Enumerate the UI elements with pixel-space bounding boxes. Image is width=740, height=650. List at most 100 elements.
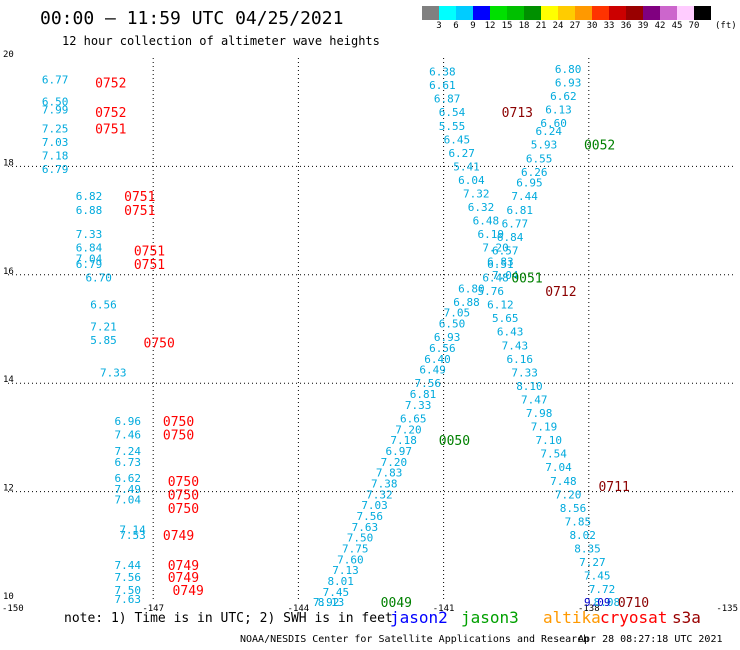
legend-label: 36 (620, 21, 632, 31)
track-time-label: 0752 (95, 106, 126, 121)
track-time-label: 0711 (598, 480, 629, 495)
credit-line: NOAA/NESDIS Center for Satellite Applica… (240, 634, 590, 645)
swh-value: 7.14 (119, 524, 146, 537)
track-time-label: 0049 (381, 596, 412, 611)
swh-value: 7.04 (114, 494, 141, 507)
swh-value: 7.92 (313, 596, 340, 609)
x-tick-label: -135 (716, 604, 738, 614)
swh-value: 7.33 (511, 366, 538, 379)
legend-swatch (660, 6, 677, 20)
swh-value: 7.56 (114, 571, 141, 584)
swh-value: 7.43 (502, 339, 529, 352)
y-tick-label: 10 (3, 592, 14, 602)
swh-value: 6.79 (42, 163, 69, 176)
legend-label: 24 (552, 21, 564, 31)
y-tick-label: 18 (3, 158, 14, 168)
swh-value: 8.35 (574, 543, 601, 556)
swh-value: 7.03 (42, 136, 69, 149)
x-tick-label: -150 (2, 604, 24, 614)
swh-value: 6.24 (536, 125, 563, 138)
swh-value: 5.41 (453, 160, 480, 173)
swh-value: 6.80 (458, 282, 485, 295)
swh-value: 7.05 (444, 307, 471, 320)
track-time-label: 0751 (124, 190, 155, 205)
track-time-label: 0749 (168, 559, 199, 574)
swh-value: 6.55 (526, 152, 553, 165)
legend-swatch (473, 6, 490, 20)
swh-value: 7.38 (371, 477, 398, 490)
swh-value: 7.50 (114, 584, 141, 597)
satellite-jason3: jason3 (461, 608, 519, 627)
swh-value: 7.45 (584, 570, 611, 583)
swh-value: 6.97 (386, 445, 413, 458)
track-time-label: 0749 (173, 584, 204, 599)
swh-value: 7.24 (114, 445, 141, 458)
swh-value: 6.40 (424, 353, 451, 366)
swh-value: 8.01 (327, 575, 354, 588)
swh-value: 6.96 (114, 415, 141, 428)
legend-swatch (524, 6, 541, 20)
swh-value: 6.65 (400, 412, 427, 425)
swh-value: 7.98 (526, 407, 553, 420)
swh-value: 7.44 (511, 190, 538, 203)
swh-value: 6.73 (114, 456, 141, 469)
swh-value: 6.16 (507, 353, 534, 366)
track-time-label: 0749 (168, 571, 199, 586)
legend-swatch (422, 6, 439, 20)
legend-swatch (490, 6, 507, 20)
legend-label: 9 (470, 21, 476, 31)
swh-value: 6.77 (502, 217, 529, 230)
swh-value: 7.72 (589, 583, 616, 596)
swh-value: 7.13 (332, 564, 359, 577)
swh-value: 6.48 (482, 272, 509, 285)
jason2-value: 9.09 (584, 596, 611, 609)
swh-value: 6.45 (444, 133, 471, 146)
track-time-label: 0750 (144, 337, 175, 352)
swh-value: 7.20 (555, 488, 582, 501)
track-time-label: 0750 (168, 502, 199, 517)
legend-swatch (592, 6, 609, 20)
track-time-label: 0750 (168, 488, 199, 503)
swh-value: 7.20 (395, 423, 422, 436)
swh-value: 6.43 (497, 326, 523, 339)
satellite-altika: altika (543, 608, 601, 627)
satellite-cryosat: cryosat (600, 608, 668, 627)
swh-value: 6.88 (76, 204, 103, 217)
swh-value: 7.49 (114, 483, 141, 496)
swh-value: 8.02 (569, 529, 596, 542)
swh-value: 6.27 (448, 147, 475, 160)
swh-value: 7.04 (492, 269, 519, 282)
swh-value: 6.84 (497, 231, 524, 244)
track-time-label: 0052 (584, 139, 615, 154)
swh-value: 7.04 (545, 461, 572, 474)
track-time-label: 0750 (163, 429, 194, 444)
generated-timestamp: Apr 28 08:27:18 UTC 2021 (578, 634, 723, 645)
swh-value: 7.50 (347, 532, 374, 545)
swh-value: 7.56 (415, 377, 442, 390)
swh-value: 6.95 (516, 177, 543, 190)
legend-label: 3 (436, 21, 442, 31)
legend-swatch (541, 6, 558, 20)
swh-value: 7.32 (463, 188, 490, 201)
track-time-label: 0751 (95, 122, 126, 137)
y-tick-label: 16 (3, 267, 14, 277)
swh-value: 7.46 (114, 429, 141, 442)
legend-swatch (439, 6, 456, 20)
x-tick-label: -141 (433, 604, 455, 614)
swh-value: 7.19 (531, 421, 558, 434)
swh-value: 6.61 (429, 79, 456, 92)
legend-label: 45 (671, 21, 683, 31)
track-time-label: 0710 (618, 596, 649, 611)
legend-swatch (677, 6, 694, 20)
swh-value: 6.82 (76, 190, 103, 203)
legend-label: 18 (518, 21, 530, 31)
track-time-label: 0050 (439, 434, 470, 449)
swh-value: 7.10 (536, 434, 563, 447)
page-title: 00:00 – 11:59 UTC 04/25/2021 (40, 8, 344, 29)
swh-value: 6.51 (487, 258, 514, 271)
y-tick-label: 12 (3, 484, 14, 494)
y-tick-label: 20 (3, 50, 14, 60)
swh-value: 6.13 (545, 103, 572, 116)
legend-swatch (456, 6, 473, 20)
